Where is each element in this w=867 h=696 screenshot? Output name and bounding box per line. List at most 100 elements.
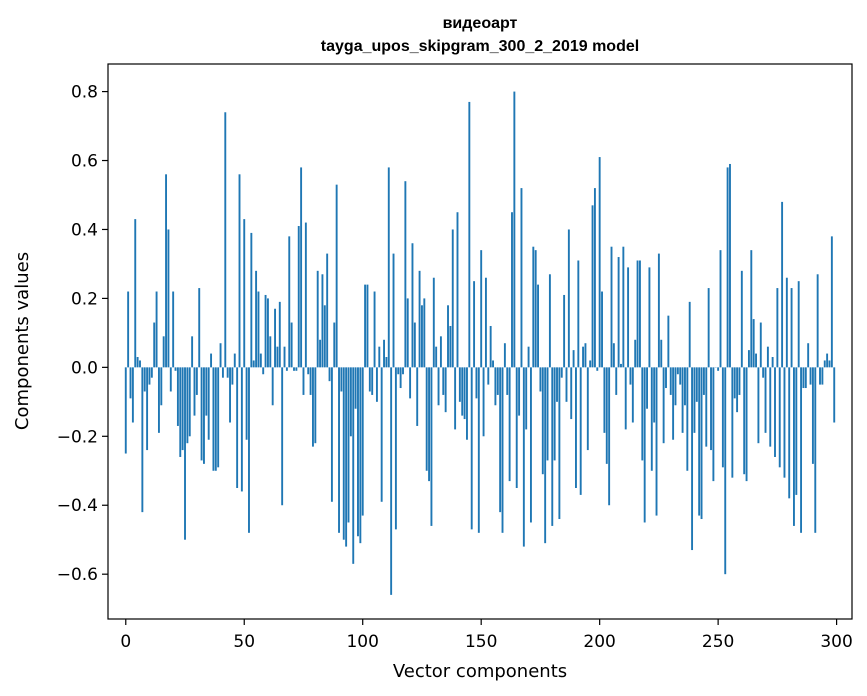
y-tick-label: −0.2 xyxy=(57,427,98,447)
bar-219 xyxy=(643,367,646,523)
bar-281 xyxy=(790,288,793,368)
bar-299 xyxy=(833,367,836,423)
y-tick-label: 0.8 xyxy=(71,83,98,103)
bar-68 xyxy=(285,367,288,371)
bar-75 xyxy=(302,367,305,395)
bar-19 xyxy=(169,367,172,392)
bar-170 xyxy=(527,346,530,368)
bar-122 xyxy=(413,322,416,368)
bar-223 xyxy=(653,367,656,423)
bar-161 xyxy=(506,367,509,395)
bar-14 xyxy=(157,367,160,433)
bar-97 xyxy=(354,367,357,409)
bar-221 xyxy=(648,267,651,368)
bar-108 xyxy=(380,367,383,502)
bar-160 xyxy=(503,343,506,368)
bar-261 xyxy=(743,367,746,475)
bar-244 xyxy=(702,367,705,395)
x-tick-label: 0 xyxy=(120,632,131,652)
bar-98 xyxy=(357,367,359,537)
bar-207 xyxy=(615,367,618,395)
bar-102 xyxy=(366,284,369,368)
bar-294 xyxy=(821,367,824,385)
bar-237 xyxy=(686,367,689,471)
bar-86 xyxy=(328,367,331,382)
bar-1 xyxy=(127,291,130,368)
bar-31 xyxy=(198,288,201,368)
bar-95 xyxy=(349,367,352,437)
bar-272 xyxy=(769,367,772,447)
bar-89 xyxy=(335,184,338,368)
bar-230 xyxy=(669,367,672,395)
bar-193 xyxy=(582,346,585,368)
bar-205 xyxy=(610,246,613,368)
bar-176 xyxy=(541,367,544,475)
bar-270 xyxy=(764,367,767,433)
bar-175 xyxy=(539,367,542,392)
bar-92 xyxy=(342,367,345,540)
bar-83 xyxy=(321,274,324,368)
chart-title: видеоарт xyxy=(443,15,518,32)
bar-134 xyxy=(442,367,445,395)
bar-297 xyxy=(828,360,831,368)
bar-208 xyxy=(617,257,620,368)
bar-258 xyxy=(736,367,739,413)
bar-41 xyxy=(221,367,224,378)
y-tick-label: −0.6 xyxy=(57,565,98,585)
bar-293 xyxy=(819,367,821,385)
bar-106 xyxy=(375,367,378,402)
bar-284 xyxy=(797,281,800,368)
bar-15 xyxy=(160,367,163,406)
bar-5 xyxy=(136,357,139,368)
bar-257 xyxy=(733,367,736,399)
bar-188 xyxy=(570,367,573,420)
bar-142 xyxy=(461,367,464,416)
bar-279 xyxy=(785,277,788,368)
bar-58 xyxy=(262,367,265,375)
bar-79 xyxy=(312,367,314,447)
bar-266 xyxy=(755,353,757,368)
bar-124 xyxy=(418,270,421,368)
bar-202 xyxy=(603,367,606,433)
bar-113 xyxy=(392,253,395,368)
bar-61 xyxy=(269,336,272,368)
y-axis-label: Components values xyxy=(12,252,33,430)
x-tick-label: 100 xyxy=(346,632,378,652)
chart-subtitle: tayga_upos_skipgram_300_2_2019 model xyxy=(321,38,639,55)
bar-238 xyxy=(688,301,691,368)
bar-245 xyxy=(705,367,708,447)
bar-289 xyxy=(809,367,812,385)
bar-246 xyxy=(707,288,710,368)
bar-29 xyxy=(193,367,196,416)
bar-288 xyxy=(807,343,810,368)
bar-72 xyxy=(295,367,298,371)
bar-280 xyxy=(788,367,791,499)
bar-286 xyxy=(802,367,805,389)
bar-34 xyxy=(205,367,208,416)
bar-26 xyxy=(186,367,189,444)
bar-33 xyxy=(203,367,205,464)
bar-251 xyxy=(719,250,722,368)
bar-71 xyxy=(293,367,295,371)
bar-204 xyxy=(608,367,611,506)
bar-200 xyxy=(598,157,601,368)
bar-220 xyxy=(646,367,648,409)
bar-3 xyxy=(131,367,134,423)
bar-37 xyxy=(212,367,215,471)
bar-155 xyxy=(492,360,494,368)
bar-51 xyxy=(245,367,248,440)
bar-80 xyxy=(314,367,317,444)
bar-38 xyxy=(214,367,217,471)
bar-116 xyxy=(399,367,402,389)
bar-217 xyxy=(638,260,641,368)
bar-248 xyxy=(712,367,715,482)
bar-32 xyxy=(200,367,203,461)
bar-182 xyxy=(556,367,558,402)
bar-7 xyxy=(141,367,144,513)
bar-120 xyxy=(409,367,412,399)
bar-275 xyxy=(776,288,779,368)
bar-234 xyxy=(679,367,682,385)
bar-181 xyxy=(553,367,556,461)
bar-118 xyxy=(404,181,407,368)
y-tick-label: 0.2 xyxy=(71,289,98,309)
